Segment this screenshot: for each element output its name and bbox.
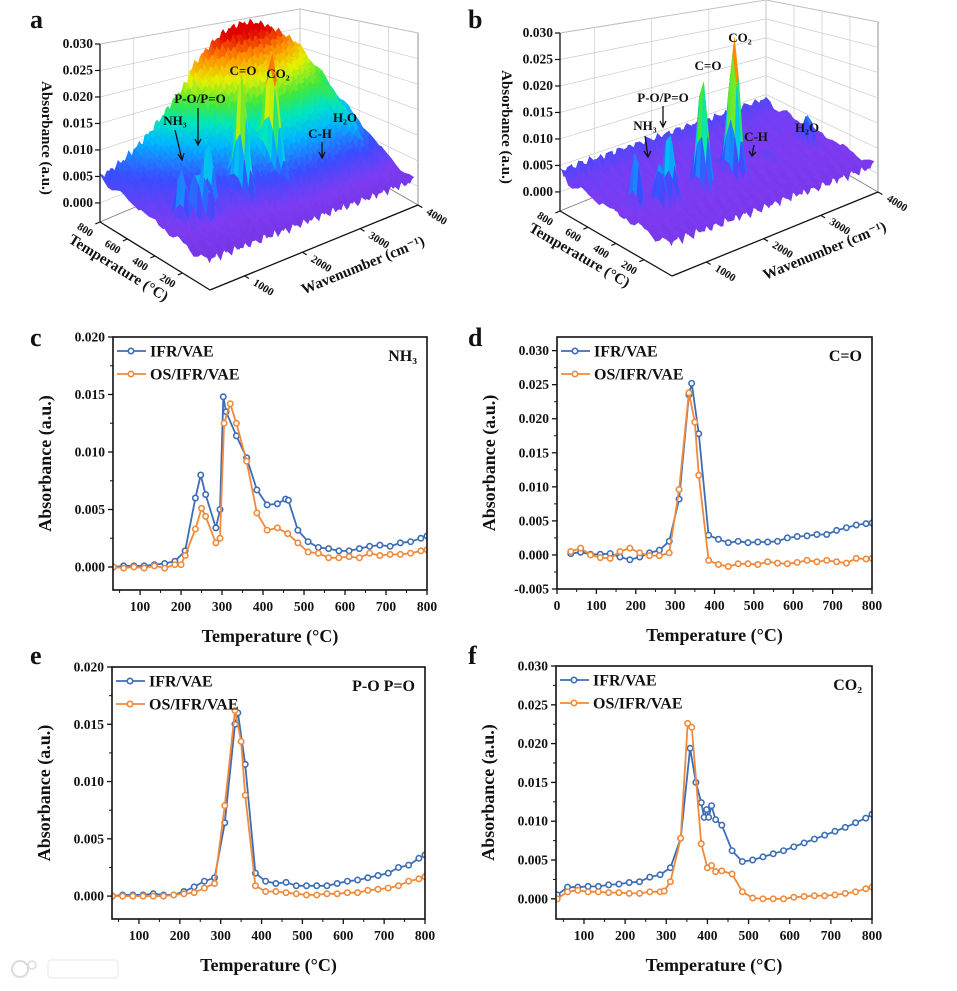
panel-label: b	[468, 5, 482, 34]
temperature-tick	[150, 255, 156, 259]
annotation-p-o: P-O/P=O	[174, 91, 225, 106]
wavenumber-tick	[302, 251, 308, 256]
absorbance-axis-label: Absorbance (a.u.)	[38, 81, 54, 195]
panel-label: a	[30, 5, 43, 34]
temperature-tick	[122, 238, 128, 242]
annotation-co2: CO₂	[266, 66, 290, 81]
wavenumber-tick	[417, 204, 423, 209]
annotation-c-o: C=O	[230, 63, 257, 78]
z-tick-label: 0.000	[63, 195, 94, 210]
wavenumber-tick	[359, 228, 365, 232]
surface-mesh	[99, 18, 415, 264]
z-tick-label: 0.020	[63, 89, 94, 104]
annotation-h2o: H₂O	[333, 110, 357, 125]
z-tick-label: 0.010	[63, 142, 94, 157]
wavenumber-tick	[244, 275, 250, 279]
wavenumber-tick-label: 4000	[424, 206, 449, 228]
z-tick-label: 0.025	[63, 62, 94, 77]
wavenumber-tick-label: 1000	[251, 277, 276, 299]
z-tick-label: 0.015	[63, 115, 94, 130]
panel-b-3d-surface: b0.0000.0050.0100.0150.0200.0250.0302004…	[468, 0, 910, 291]
annotation-nh3: NH₃	[163, 113, 187, 128]
panel-a-3d-surface: a0.0000.0050.0100.0150.0200.0250.0302004…	[30, 5, 450, 305]
annotation-c-h: C-H	[308, 126, 332, 141]
temperature-tick	[177, 272, 183, 276]
z-tick-label: 0.005	[63, 168, 94, 183]
z-tick-label: 0.030	[63, 36, 94, 51]
temperature-tick	[95, 221, 101, 225]
